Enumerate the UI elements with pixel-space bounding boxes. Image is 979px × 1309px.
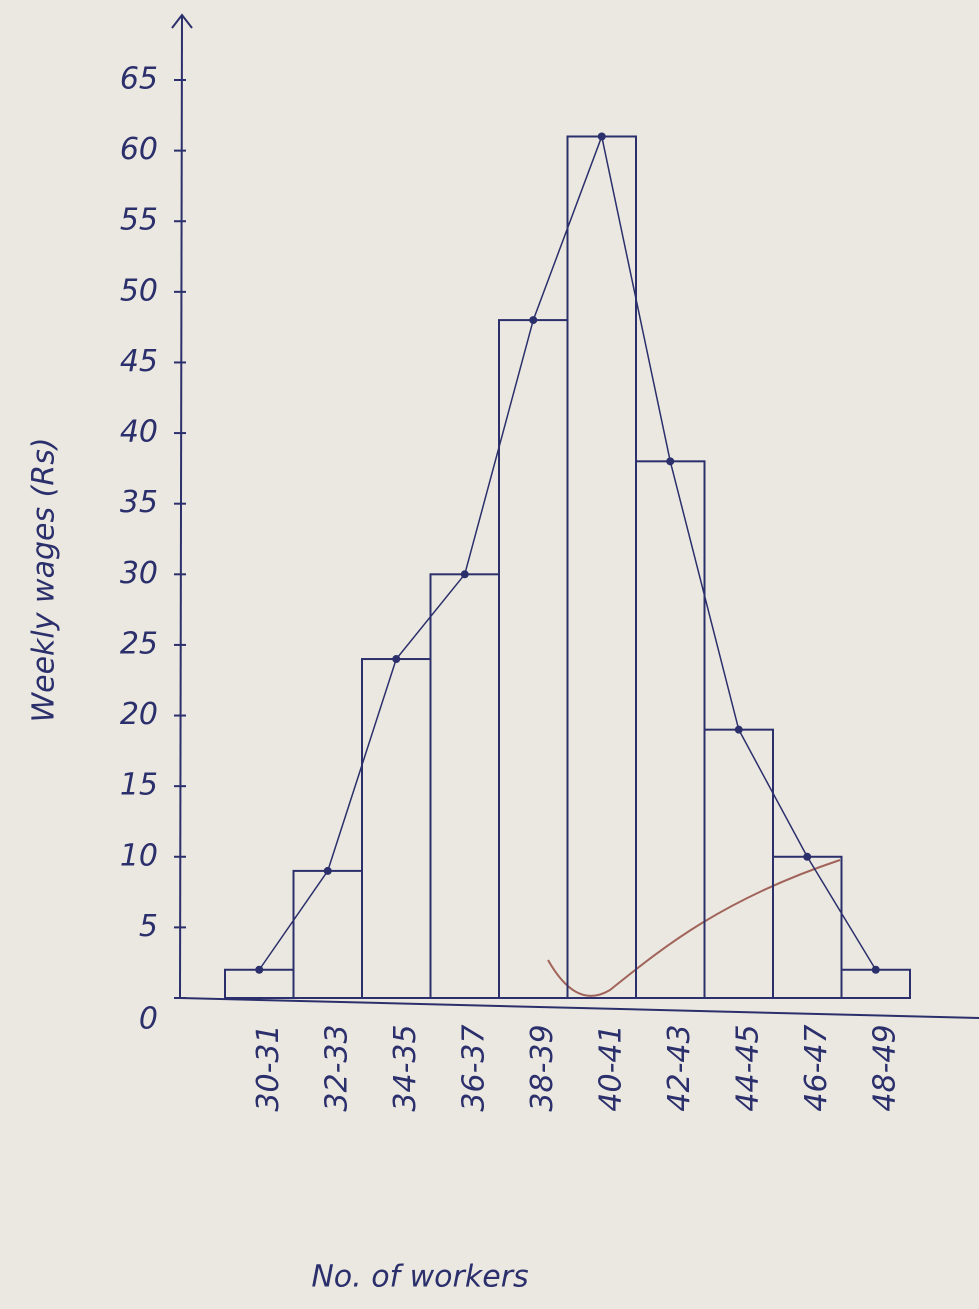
- y-tick-label: 40: [120, 415, 158, 450]
- x-tick-label: 30-31: [251, 1024, 286, 1111]
- y-tick-label: 65: [120, 62, 158, 97]
- chart: Weekly wages (Rs) No. of workers 0 5 10 15 2…: [0, 0, 979, 1309]
- y-axis-title: Weekly wages (Rs): [27, 437, 62, 722]
- x-axis-title: No. of workers: [311, 1260, 528, 1295]
- polygon-point: [803, 853, 811, 861]
- x-tick-label: 46-47: [799, 1024, 834, 1111]
- polygon-point: [598, 132, 606, 140]
- polygon-point: [666, 457, 674, 465]
- polygon-point: [324, 867, 332, 875]
- polygon-point: [529, 316, 537, 324]
- y-tick-label: 15: [120, 768, 158, 803]
- y-tick-label: 55: [120, 203, 158, 238]
- y-tick-label: 10: [120, 838, 158, 873]
- polygon-point: [255, 966, 263, 974]
- y-tick-label: 30: [120, 556, 158, 591]
- x-tick-label: 42-43: [662, 1024, 697, 1111]
- polygon-point: [872, 966, 880, 974]
- polygon-point: [461, 570, 469, 578]
- y-tick-label: 20: [120, 697, 158, 732]
- x-tick-label: 38-39: [525, 1024, 560, 1111]
- y-tick-label: 45: [120, 344, 158, 379]
- x-tick-label: 32-33: [319, 1024, 354, 1111]
- x-tick-label: 36-37: [456, 1024, 491, 1111]
- y-tick-label: 35: [120, 485, 158, 520]
- y-tick-label: 0: [139, 1002, 158, 1037]
- y-tick-label: 50: [120, 273, 158, 308]
- polygon-point: [392, 655, 400, 663]
- y-tick-label: 25: [120, 626, 158, 661]
- x-tick-label: 40-41: [593, 1024, 628, 1111]
- y-tick-label: 5: [139, 909, 158, 944]
- x-tick-label: 34-35: [388, 1024, 423, 1111]
- x-tick-label: 44-45: [730, 1024, 765, 1111]
- x-tick-label: 48-49: [867, 1024, 902, 1111]
- y-tick-label: 60: [120, 132, 158, 167]
- polygon-point: [735, 726, 743, 734]
